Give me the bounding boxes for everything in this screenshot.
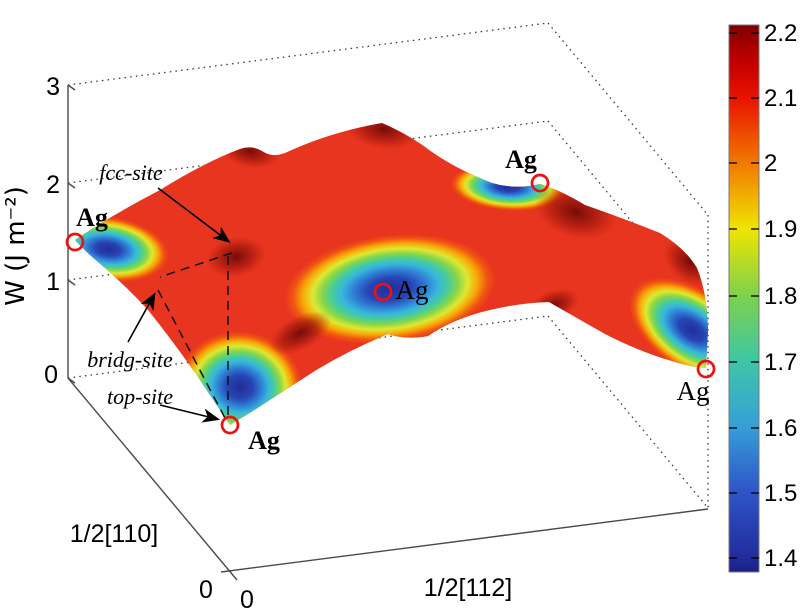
gridline-z0-rear	[67, 315, 549, 379]
fcc-site-label: fcc-site	[99, 160, 163, 185]
ag-label-center: Ag	[396, 275, 429, 305]
top-site-arrow	[159, 404, 221, 423]
x-axis-line	[220, 508, 709, 573]
ag-marker-left	[65, 232, 85, 252]
colorbar-label: 1.6	[764, 415, 797, 442]
y-axis-label: 1/2[110]	[70, 520, 159, 548]
maximum-spot-fcc	[206, 236, 266, 278]
axes-solid-lines	[67, 84, 709, 581]
ag-marker-rear	[530, 173, 550, 193]
ag-label-front: Ag	[248, 426, 280, 455]
colorbar-label: 2.1	[764, 85, 797, 112]
y-axis-line	[67, 377, 238, 581]
ag-label-right: Ag	[677, 376, 710, 406]
colorbar-labels: 2.2 2.1 2 1.9 1.8 1.7 1.6 1.5 1.4	[764, 20, 797, 572]
gridline-z2-rear	[67, 120, 549, 184]
axis-labels: 3 2 1 0 0 0 1/2[110] 1/2[112] W (J m⁻²)	[1, 73, 512, 614]
dashed-bridge-to-top	[157, 289, 227, 421]
colorbar-label: 1.8	[764, 283, 797, 310]
ag-label-rear: Ag	[505, 145, 537, 174]
fcc-site-arrow	[157, 187, 231, 243]
x-tick-label-0: 0	[240, 586, 254, 614]
ag-marker-center	[373, 282, 393, 302]
z-tick-0	[67, 377, 76, 384]
z-axis-label: W (J m⁻²)	[1, 186, 31, 306]
colorbar-label: 1.7	[764, 349, 797, 376]
colorbar-label: 1.5	[764, 480, 797, 507]
z-tick-1	[67, 279, 76, 286]
z-tick-2	[67, 182, 76, 189]
maximum-spot	[346, 123, 422, 150]
colorbar: 2.2 2.1 2 1.9 1.8 1.7 1.6 1.5 1.4	[728, 20, 797, 573]
y-tick-label-0: 0	[199, 576, 213, 604]
ag-markers: Ag Ag Ag Ag Ag	[65, 145, 716, 455]
z-tick-3	[67, 84, 76, 91]
bridg-site-arrow	[127, 292, 156, 343]
ag-marker-right	[696, 359, 716, 379]
ag-label-left: Ag	[76, 203, 108, 232]
ag-marker-front	[220, 415, 240, 435]
z-tick-label-1: 1	[46, 268, 60, 296]
box-top-rear-edge	[67, 22, 549, 86]
colorbar-label: 2.2	[764, 20, 797, 47]
maximum-spot	[268, 311, 332, 355]
colorbar-ticks	[729, 32, 759, 559]
x-axis-label: 1/2[112]	[424, 574, 513, 602]
z-tick-label-2: 2	[46, 171, 60, 199]
colorbar-label: 1.4	[764, 545, 797, 572]
basin-left-corner	[75, 211, 178, 287]
bridg-site-label: bridg-site	[87, 347, 173, 372]
box-top-right-edge	[547, 22, 709, 216]
dashed-fcc-to-bridge	[159, 252, 233, 278]
colorbar-label: 2	[764, 150, 777, 177]
site-dashed-lines	[157, 252, 233, 421]
z-tick-label-0: 0	[44, 361, 58, 389]
colorbar-label: 1.9	[764, 216, 797, 243]
z-tick-label-3: 3	[46, 73, 60, 101]
top-site-label: top-site	[107, 384, 173, 409]
site-annotations: fcc-site bridg-site top-site	[87, 160, 231, 423]
colorbar-gradient	[728, 24, 760, 573]
